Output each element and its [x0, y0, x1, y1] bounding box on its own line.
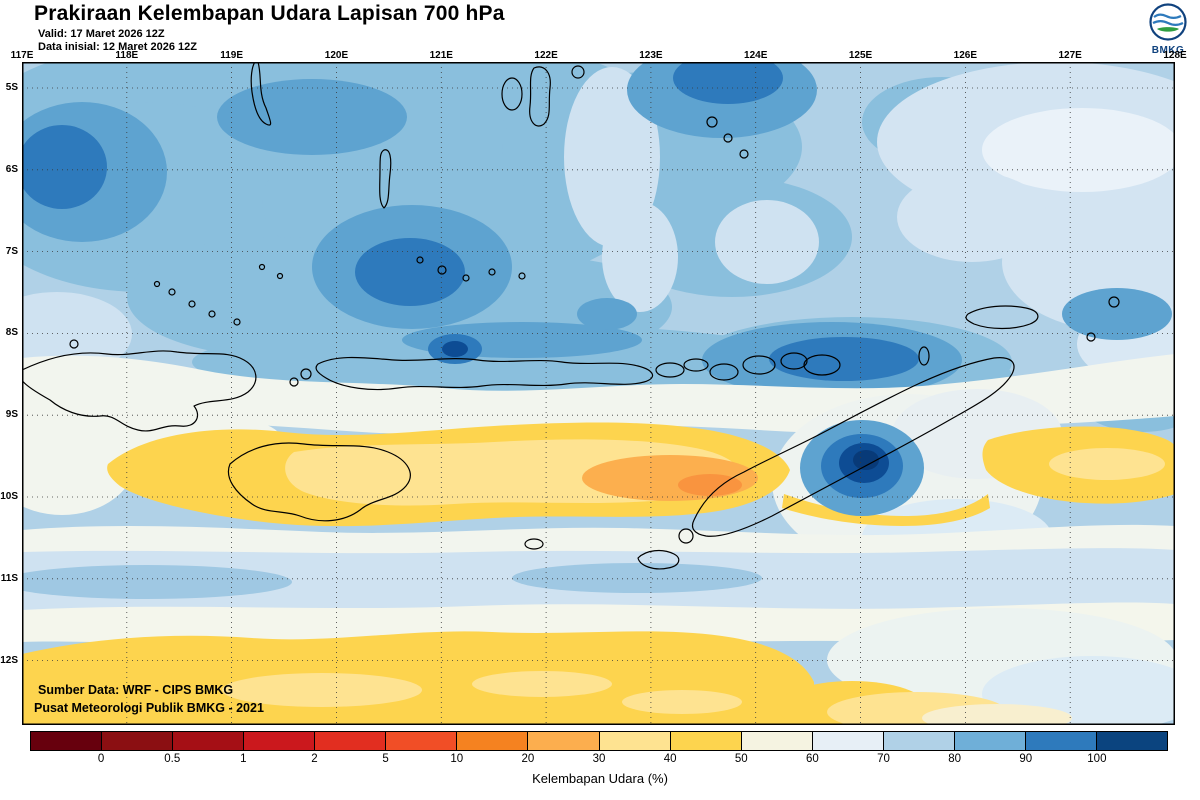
colorbar-tick-label: 30 [592, 753, 606, 765]
lon-tick-label: 127E [1058, 50, 1082, 61]
colorbar-cell [102, 732, 174, 750]
colorbar-cell [1025, 732, 1097, 750]
colorbar-cell [31, 732, 103, 750]
colorbar-cell [954, 732, 1026, 750]
colorbar-cell [244, 732, 316, 750]
colorbar-cell [812, 732, 884, 750]
colorbar-tick-label: 50 [734, 753, 748, 765]
humidity-contour-plot [22, 62, 1175, 725]
coastlines [22, 62, 1120, 570]
colorbar-tick-label: 2 [311, 753, 318, 765]
colorbar-tick-label: 20 [521, 753, 535, 765]
lon-tick-label: 125E [848, 50, 873, 61]
colorbar-caption: Kelembapan Udara (%) [532, 771, 668, 786]
colorbar-tick-label: 70 [877, 753, 890, 765]
colorbar-tick-label: 80 [948, 753, 962, 765]
source-data-line: Sumber Data: WRF - CIPS BMKG [38, 683, 234, 697]
lon-axis: 117E 118E 119E 120E 121E 122E 123E 124E 125E 126E… [11, 48, 1187, 61]
colorbar-tick-labels: 0 0.5 1 2 5 10 20 30 40 50 60 70 80 90 100 [30, 753, 1168, 767]
colorbar-tick-label: 1 [240, 753, 247, 765]
map-border [22, 62, 1175, 725]
bmkg-logo-icon [1149, 3, 1187, 41]
colorbar-cell [528, 732, 600, 750]
graticule-grid [22, 62, 1175, 725]
colorbar-cell [883, 732, 955, 750]
humidity-fill-contours [22, 62, 1175, 725]
bmkg-logo: BMKG [1144, 2, 1192, 56]
lon-tick-label: 128E [1163, 50, 1187, 61]
lat-axis: 5S 6S 7S 8S 9S 10S 11S 12S [0, 62, 20, 725]
lon-tick-label: 120E [324, 50, 349, 61]
lon-tick-label: 121E [429, 50, 453, 61]
colorbar-cell [386, 732, 458, 750]
colorbar [30, 731, 1168, 751]
colorbar-tick-label: 0 [97, 753, 105, 765]
colorbar-tick-label: 90 [1019, 753, 1033, 765]
lon-tick-label: 122E [534, 50, 558, 61]
colorbar-cell [741, 732, 813, 750]
lat-tick-label: 9S [5, 409, 18, 421]
colorbar-tick-label: 40 [663, 753, 677, 765]
lat-tick-label: 7S [5, 245, 18, 257]
lat-tick-label: 6S [5, 163, 18, 175]
colorbar-cell [670, 732, 742, 750]
colorbar-cell [1096, 732, 1167, 750]
colorbar-cell [173, 732, 245, 750]
colorbar-tick-label: 100 [1087, 753, 1107, 765]
lat-tick-label: 5S [5, 82, 18, 93]
lon-tick-label: 126E [953, 50, 978, 61]
lat-tick-label: 10S [0, 491, 18, 502]
colorbar-tick-label: 0.5 [164, 753, 181, 765]
lon-tick-label: 123E [639, 50, 663, 61]
lat-tick-label: 8S [5, 327, 18, 339]
lon-tick-label: 119E [220, 50, 244, 61]
lat-tick-label: 11S [0, 572, 18, 584]
page-title: Prakiraan Kelembapan Udara Lapisan 700 h… [34, 2, 505, 25]
colorbar-tick-label: 10 [450, 753, 464, 765]
initial-datetime: Data inisial: 12 Maret 2026 12Z [38, 41, 197, 53]
colorbar-tick-label: 60 [805, 753, 819, 765]
colorbar-cell [457, 732, 529, 750]
publisher-line: Pusat Meteorologi Publik BMKG - 2021 [34, 701, 264, 715]
humidity-map: Sumber Data: WRF - CIPS BMKG Pusat Meteo… [22, 62, 1175, 725]
lat-tick-label: 12S [0, 654, 18, 666]
colorbar-cell [315, 732, 387, 750]
lon-tick-label: 117E [10, 50, 34, 61]
colorbar-tick-label: 5 [382, 753, 389, 765]
colorbar-cell [599, 732, 671, 750]
valid-datetime: Valid: 17 Maret 2026 12Z [38, 28, 165, 40]
lon-tick-label: 124E [744, 50, 768, 61]
lon-tick-label: 118E [115, 50, 139, 61]
bmkg-logo-text: BMKG [1151, 45, 1185, 56]
